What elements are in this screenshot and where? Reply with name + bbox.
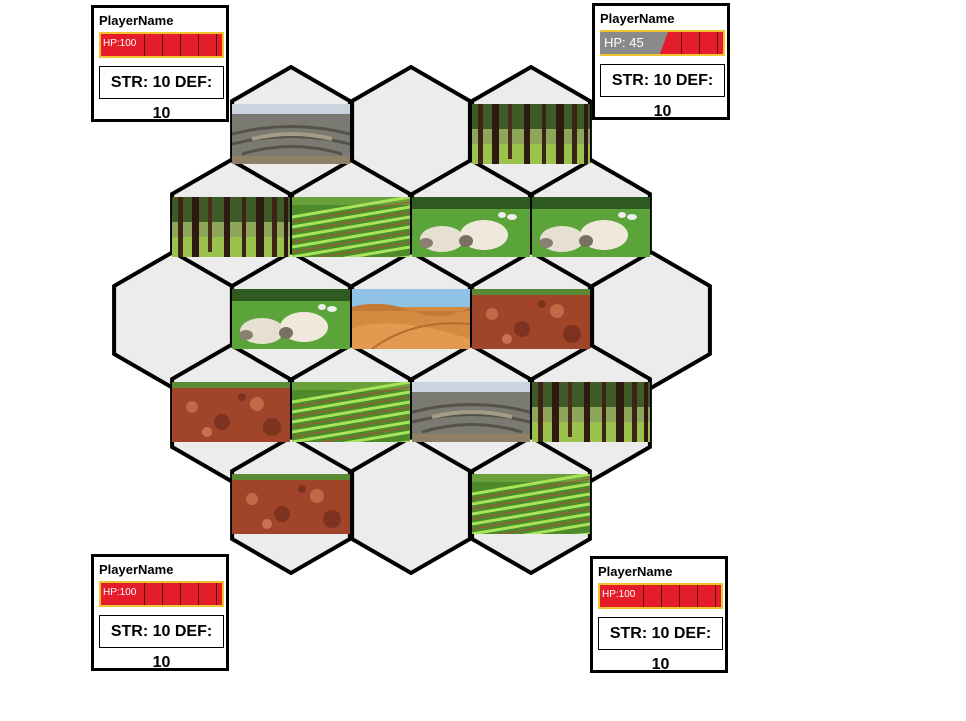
terrain-pasture-image [412,197,530,257]
terrain-forest-image [532,382,650,442]
terrain-clay-image [472,289,590,349]
health-bar: HP:100 [99,32,224,58]
terrain-desert-image [352,289,470,349]
player-card-top-right: PlayerName HP: 45 STR: 10 DEF: 10 [592,3,730,120]
terrain-clay-image [232,474,350,534]
terrain-mine-image [232,104,350,164]
terrain-crops-image [472,474,590,534]
player-name: PlayerName [99,562,174,577]
stats-box: STR: 10 DEF: 10 [598,617,723,673]
stats-box: STR: 10 DEF: 10 [600,64,725,120]
player-name: PlayerName [598,564,673,579]
terrain-forest-image [172,197,290,257]
player-card-bottom-left: PlayerName HP:100 STR: 10 DEF: 10 [91,554,229,671]
terrain-pasture-image [532,197,650,257]
hp-label: HP:100 [103,587,137,598]
terrain-crops-image [292,382,410,442]
terrain-forest-image [472,104,590,164]
terrain-crops-image [292,197,410,257]
player-name: PlayerName [600,11,675,26]
hp-label: HP: 45 [604,35,644,50]
terrain-mine-image [412,382,530,442]
stats-box: STR: 10 DEF: 10 [99,66,224,122]
terrain-clay-image [172,382,290,442]
player-card-top-left: PlayerName HP:100 STR: 10 DEF: 10 [91,5,229,122]
health-bar: HP:100 [99,581,224,607]
terrain-pasture-image [232,289,350,349]
hex-tile[interactable] [350,434,472,576]
hp-label: HP:100 [602,589,636,600]
health-bar: HP: 45 [600,30,725,56]
player-name: PlayerName [99,13,174,28]
stats-box: STR: 10 DEF: 10 [99,615,224,671]
hp-label: HP:100 [103,38,137,49]
health-bar: HP:100 [598,583,723,609]
player-card-bottom-right: PlayerName HP:100 STR: 10 DEF: 10 [590,556,728,673]
